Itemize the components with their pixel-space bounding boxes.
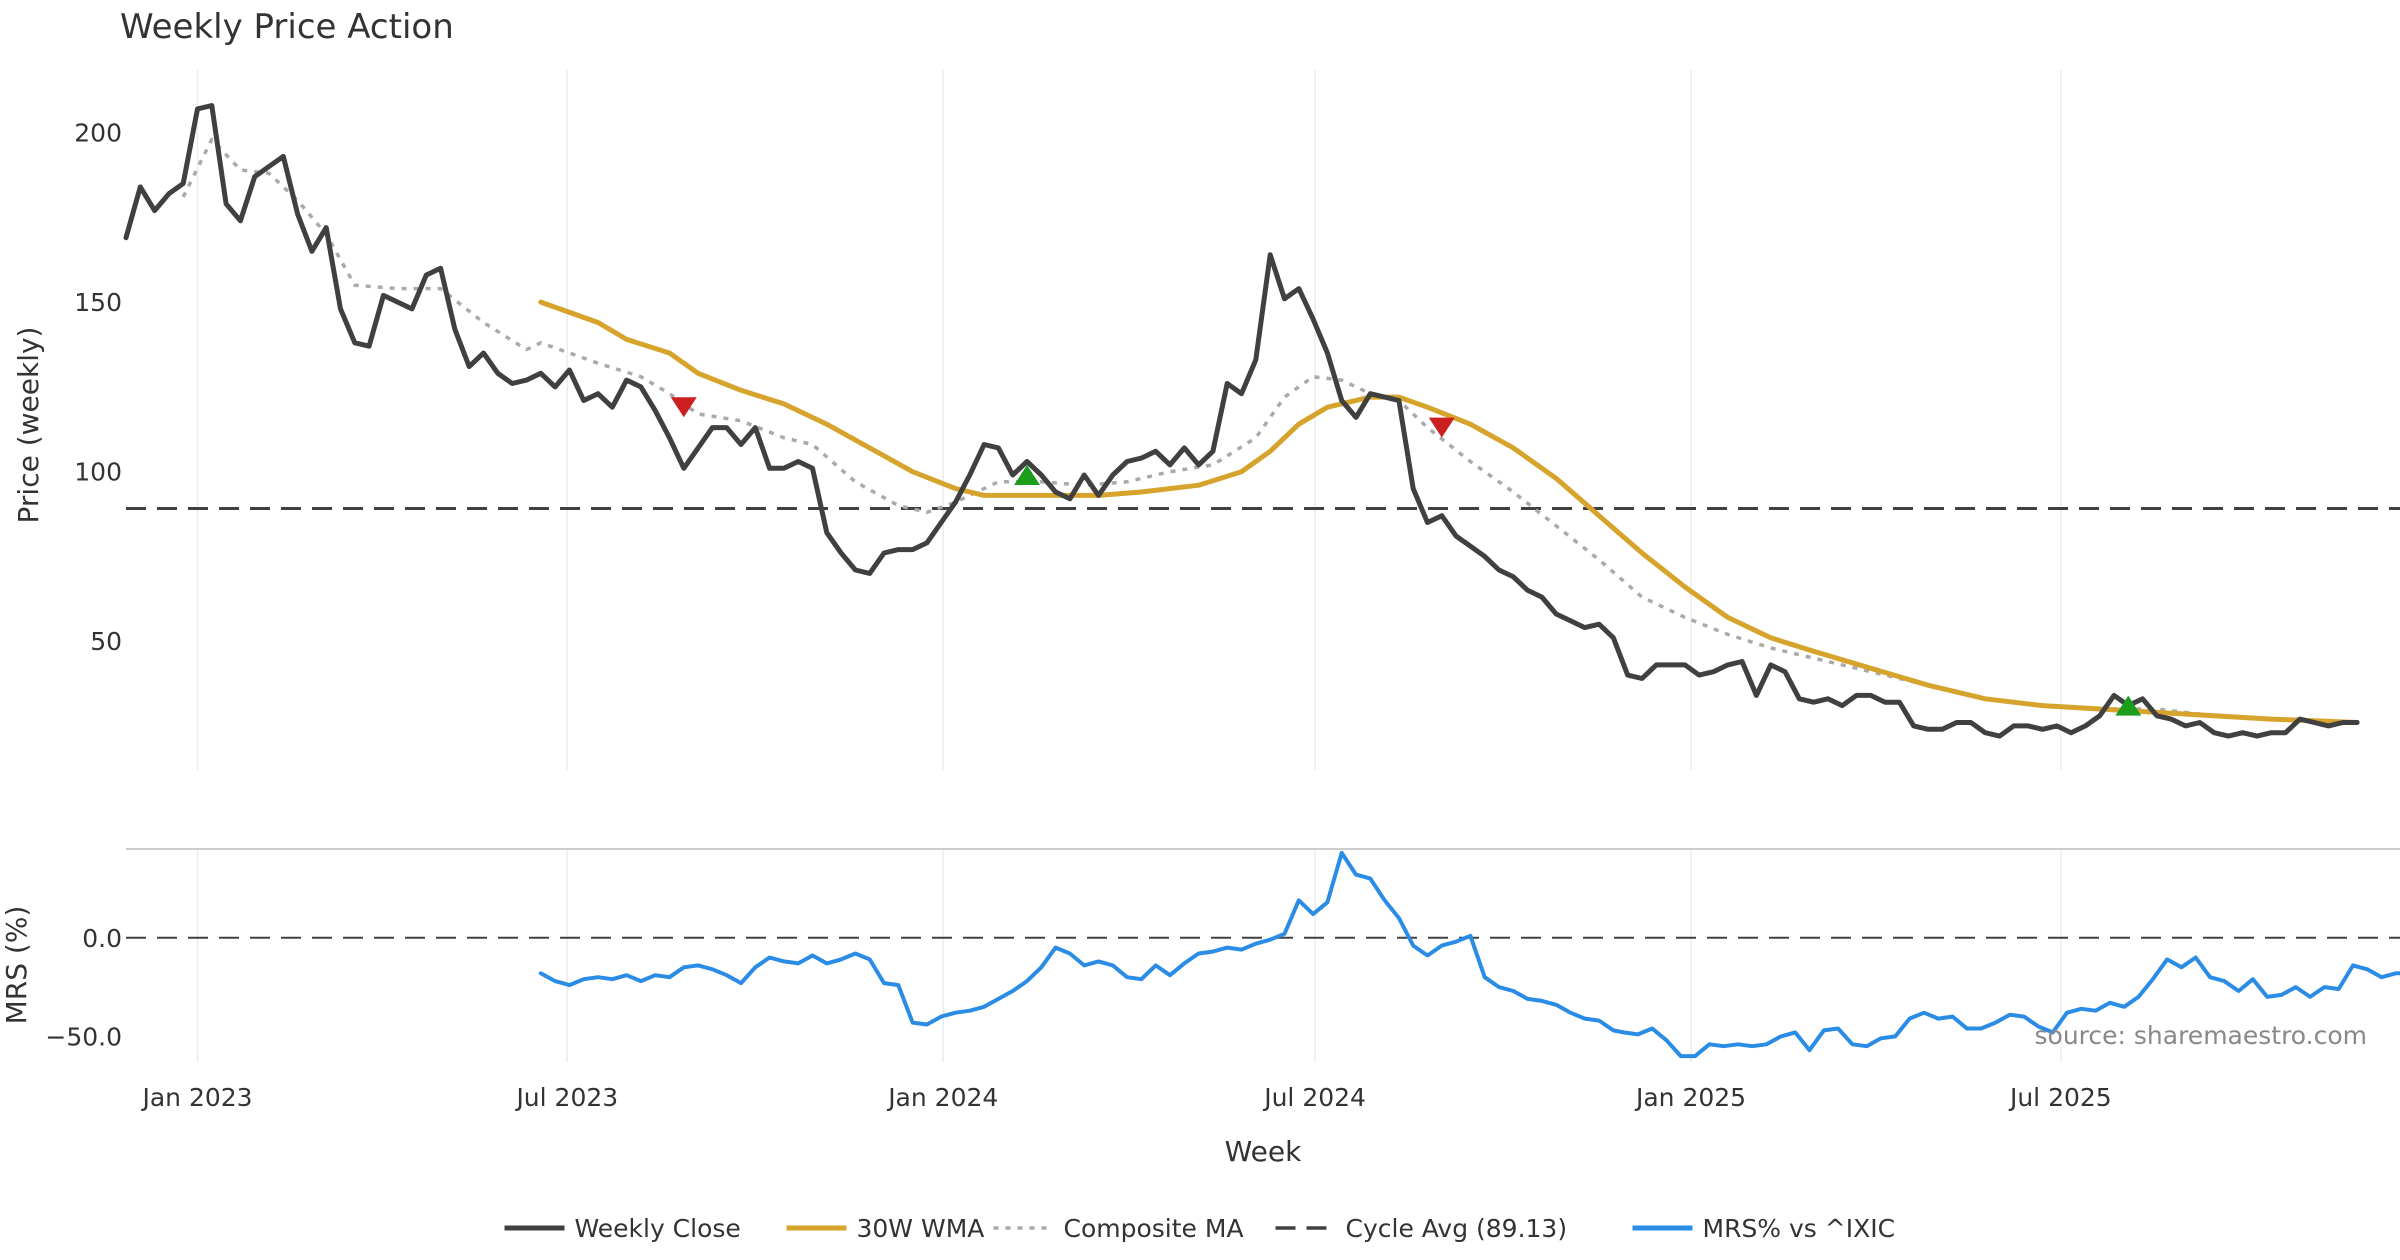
chart-title: Weekly Price Action	[120, 7, 454, 47]
price-y-tick-label: 200	[74, 119, 122, 148]
price-y-tick-label: 50	[90, 627, 122, 656]
legend: Weekly Close 30W WMA Composite MA Cycle Avg…	[504, 1214, 1896, 1243]
mrs-y-ticks: 0.0 −50.0	[45, 924, 122, 1052]
mrs-grid	[196, 849, 2062, 1062]
series-line-30w-wma	[538, 299, 2360, 725]
series-line-weekly-close	[123, 103, 2360, 739]
series-line-composite-ma	[181, 137, 2358, 725]
mrs-y-axis-title: MRS (%)	[0, 906, 33, 1025]
x-tick-label: Jan 2024	[886, 1083, 998, 1112]
price-y-tick-label: 100	[74, 458, 122, 487]
x-ticks: Jan 2023 Jul 2023 Jan 2024 Jul 2024 Jan 2025…	[140, 1083, 2111, 1112]
legend-item-composite-ma: Composite MA	[993, 1214, 1244, 1243]
mrs-y-tick-label: −50.0	[45, 1022, 122, 1051]
price-y-ticks: 50 100 150 200	[74, 119, 122, 657]
legend-label: MRS% vs ^IXIC	[1703, 1214, 1896, 1243]
series-line-mrs-vs-ixic	[538, 850, 2400, 1059]
legend-label: 30W WMA	[857, 1214, 985, 1243]
main-grid	[196, 70, 2062, 770]
buy-signal-marker	[1014, 465, 1041, 486]
price-series	[123, 103, 2360, 739]
x-tick-label: Jul 2024	[1262, 1083, 1366, 1112]
price-y-tick-label: 150	[74, 288, 122, 317]
legend-item-30w-wma: 30W WMA	[786, 1214, 985, 1243]
legend-label: Composite MA	[1064, 1214, 1244, 1243]
legend-item-cycle-avg-89-13: Cycle Avg (89.13)	[1275, 1214, 1568, 1243]
buy-signal-marker	[2115, 695, 2142, 716]
legend-label: Cycle Avg (89.13)	[1346, 1214, 1568, 1243]
x-tick-label: Jul 2023	[514, 1083, 618, 1112]
x-tick-label: Jul 2025	[2008, 1083, 2112, 1112]
sell-signal-marker	[670, 397, 697, 418]
mrs-y-tick-label: 0.0	[82, 924, 122, 953]
legend-item-mrs-vs-ixic: MRS% vs ^IXIC	[1632, 1214, 1896, 1243]
legend-item-weekly-close: Weekly Close	[504, 1214, 741, 1243]
signal-markers	[670, 397, 2142, 716]
x-tick-label: Jan 2025	[1634, 1083, 1746, 1112]
mrs-series	[538, 850, 2400, 1059]
x-tick-label: Jan 2023	[140, 1083, 252, 1112]
source-label: source: sharemaestro.com	[2035, 1021, 2368, 1050]
sell-signal-marker	[1428, 417, 1455, 438]
legend-label: Weekly Close	[575, 1214, 741, 1243]
x-axis-title: Week	[1225, 1135, 1302, 1168]
price-y-axis-title: Price (weekly)	[12, 327, 45, 524]
